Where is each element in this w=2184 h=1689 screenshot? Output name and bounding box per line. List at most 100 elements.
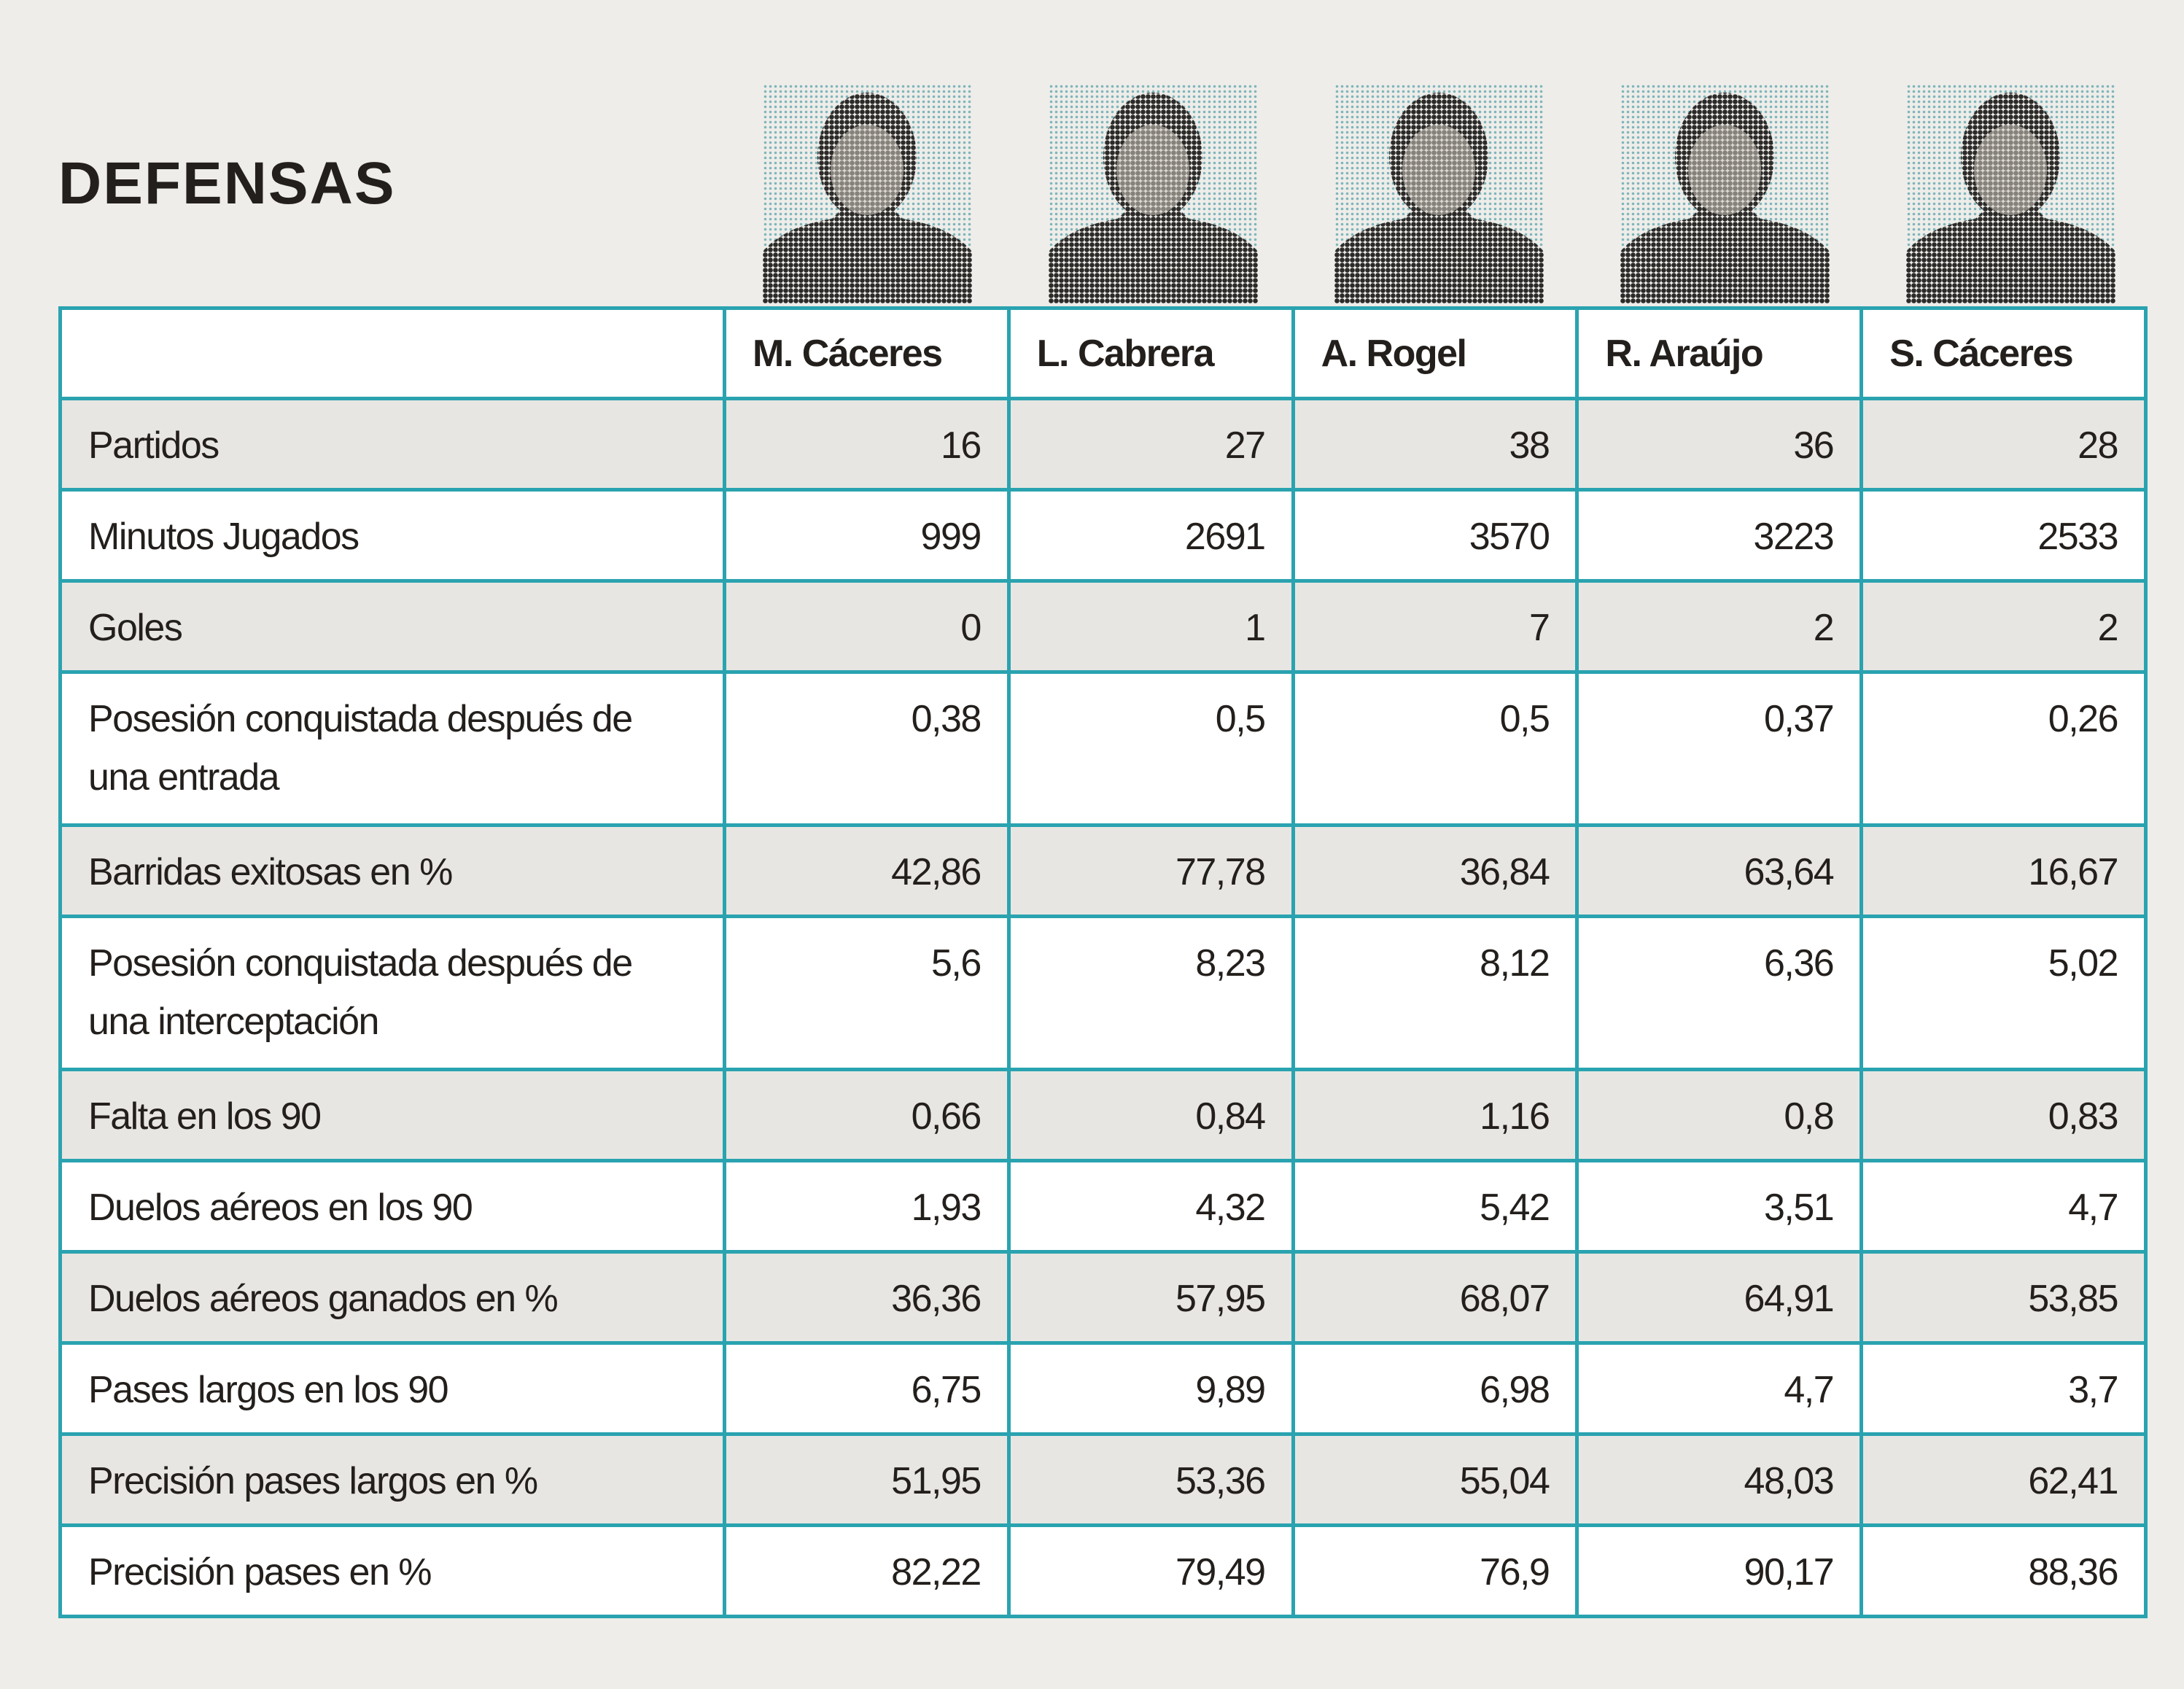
value-cell: 36,84 [1291, 823, 1579, 918]
value-cell: 88,36 [1859, 1523, 2148, 1618]
value-cell: 999 [723, 488, 1011, 583]
halftone-portrait [1049, 84, 1258, 303]
column-header: M. Cáceres [723, 306, 1011, 400]
row-label: Pases largos en los 90 [58, 1341, 726, 1436]
column-header: A. Rogel [1291, 306, 1579, 400]
value-cell: 57,95 [1006, 1250, 1295, 1345]
row-label: Minutos Jugados [58, 488, 726, 583]
value-cell: 62,41 [1859, 1432, 2148, 1527]
value-cell: 9,89 [1006, 1341, 1295, 1436]
value-cell: 1 [1006, 579, 1295, 674]
column-header: R. Araújo [1575, 306, 1864, 400]
halftone-portrait [1334, 84, 1544, 303]
player-photo [763, 84, 972, 303]
value-cell: 42,86 [723, 823, 1011, 918]
value-cell: 0,84 [1006, 1068, 1295, 1162]
column-header: S. Cáceres [1859, 306, 2148, 400]
value-cell: 53,85 [1859, 1250, 2148, 1345]
player-photo [1334, 84, 1544, 303]
row-label: Partidos [58, 397, 726, 492]
value-cell: 8,23 [1006, 915, 1295, 1071]
value-cell: 0,8 [1575, 1068, 1864, 1162]
value-cell: 5,02 [1859, 915, 2148, 1071]
table-body: Partidos 16 27 38 36 28 Minutos Jugados 999 2691… [58, 397, 2148, 1618]
row-label: Precisión pases en % [58, 1523, 726, 1618]
table-row: Duelos aéreos en los 90 1,93 4,32 5,42 3,51 4… [58, 1159, 2148, 1254]
table-row: Posesión conquistada después de una inte… [58, 915, 2148, 1071]
value-cell: 82,22 [723, 1523, 1011, 1618]
value-cell: 36,36 [723, 1250, 1011, 1345]
halftone-portrait [1906, 84, 2115, 303]
value-cell: 79,49 [1006, 1523, 1295, 1618]
row-label: Barridas exitosas en % [58, 823, 726, 918]
value-cell: 5,6 [723, 915, 1011, 1071]
column-header: L. Cabrera [1006, 306, 1295, 400]
value-cell: 27 [1006, 397, 1295, 492]
value-cell: 0,66 [723, 1068, 1011, 1162]
title: DEFENSAS [58, 150, 396, 217]
value-cell: 2533 [1859, 488, 2148, 583]
corner-cell [58, 306, 726, 400]
row-label: Precisión pases largos en % [58, 1432, 726, 1527]
row-label: Posesión conquistada después de una inte… [58, 915, 726, 1071]
row-label: Duelos aéreos ganados en % [58, 1250, 726, 1345]
table-row: Minutos Jugados 999 2691 3570 3223 2533 [58, 488, 2148, 583]
value-cell: 16,67 [1859, 823, 2148, 918]
value-cell: 53,36 [1006, 1432, 1295, 1527]
player-photo [1049, 84, 1258, 303]
row-label: Posesión conquistada después de una entr… [58, 670, 726, 827]
value-cell: 38 [1291, 397, 1579, 492]
value-cell: 0 [723, 579, 1011, 674]
value-cell: 3223 [1575, 488, 1864, 583]
value-cell: 0,83 [1859, 1068, 2148, 1162]
value-cell: 6,75 [723, 1341, 1011, 1436]
value-cell: 63,64 [1575, 823, 1864, 918]
value-cell: 7 [1291, 579, 1579, 674]
value-cell: 4,7 [1575, 1341, 1864, 1436]
value-cell: 2691 [1006, 488, 1295, 583]
value-cell: 1,93 [723, 1159, 1011, 1254]
value-cell: 68,07 [1291, 1250, 1579, 1345]
header-row: M. Cáceres L. Cabrera A. Rogel R. Araújo S. … [58, 306, 2148, 400]
value-cell: 8,12 [1291, 915, 1579, 1071]
table-row: Duelos aéreos ganados en % 36,36 57,95 68,0… [58, 1250, 2148, 1345]
row-label: Goles [58, 579, 726, 674]
value-cell: 76,9 [1291, 1523, 1579, 1618]
table-row: Falta en los 90 0,66 0,84 1,16 0,8 0,83 [58, 1068, 2148, 1162]
value-cell: 5,42 [1291, 1159, 1579, 1254]
value-cell: 28 [1859, 397, 2148, 492]
value-cell: 0,5 [1291, 670, 1579, 827]
table-row: Goles 0 1 7 2 2 [58, 579, 2148, 674]
table-row: Partidos 16 27 38 36 28 [58, 397, 2148, 492]
value-cell: 0,5 [1006, 670, 1295, 827]
value-cell: 3570 [1291, 488, 1579, 583]
value-cell: 16 [723, 397, 1011, 492]
player-photo [1906, 84, 2115, 303]
value-cell: 0,38 [723, 670, 1011, 827]
value-cell: 0,37 [1575, 670, 1864, 827]
player-photo [1620, 84, 1830, 303]
value-cell: 3,51 [1575, 1159, 1864, 1254]
value-cell: 3,7 [1859, 1341, 2148, 1436]
value-cell: 6,36 [1575, 915, 1864, 1071]
row-label: Falta en los 90 [58, 1068, 726, 1162]
table-row: Precisión pases largos en % 51,95 53,36 55,… [58, 1432, 2148, 1527]
value-cell: 1,16 [1291, 1068, 1579, 1162]
value-cell: 48,03 [1575, 1432, 1864, 1527]
value-cell: 6,98 [1291, 1341, 1579, 1436]
halftone-portrait [1620, 84, 1830, 303]
halftone-portrait [763, 84, 972, 303]
row-label: Duelos aéreos en los 90 [58, 1159, 726, 1254]
value-cell: 36 [1575, 397, 1864, 492]
stats-table: M. Cáceres L. Cabrera A. Rogel R. Araújo S. … [58, 306, 2148, 1618]
table-row: Pases largos en los 90 6,75 9,89 6,98 4,7 3,7 [58, 1341, 2148, 1436]
table-row: Precisión pases en % 82,22 79,49 76,9 90,17 8… [58, 1523, 2148, 1618]
value-cell: 77,78 [1006, 823, 1295, 918]
value-cell: 51,95 [723, 1432, 1011, 1527]
value-cell: 55,04 [1291, 1432, 1579, 1527]
table-row: Barridas exitosas en % 42,86 77,78 36,84 63,… [58, 823, 2148, 918]
table-row: Posesión conquistada después de una entr… [58, 670, 2148, 827]
value-cell: 2 [1859, 579, 2148, 674]
value-cell: 64,91 [1575, 1250, 1864, 1345]
